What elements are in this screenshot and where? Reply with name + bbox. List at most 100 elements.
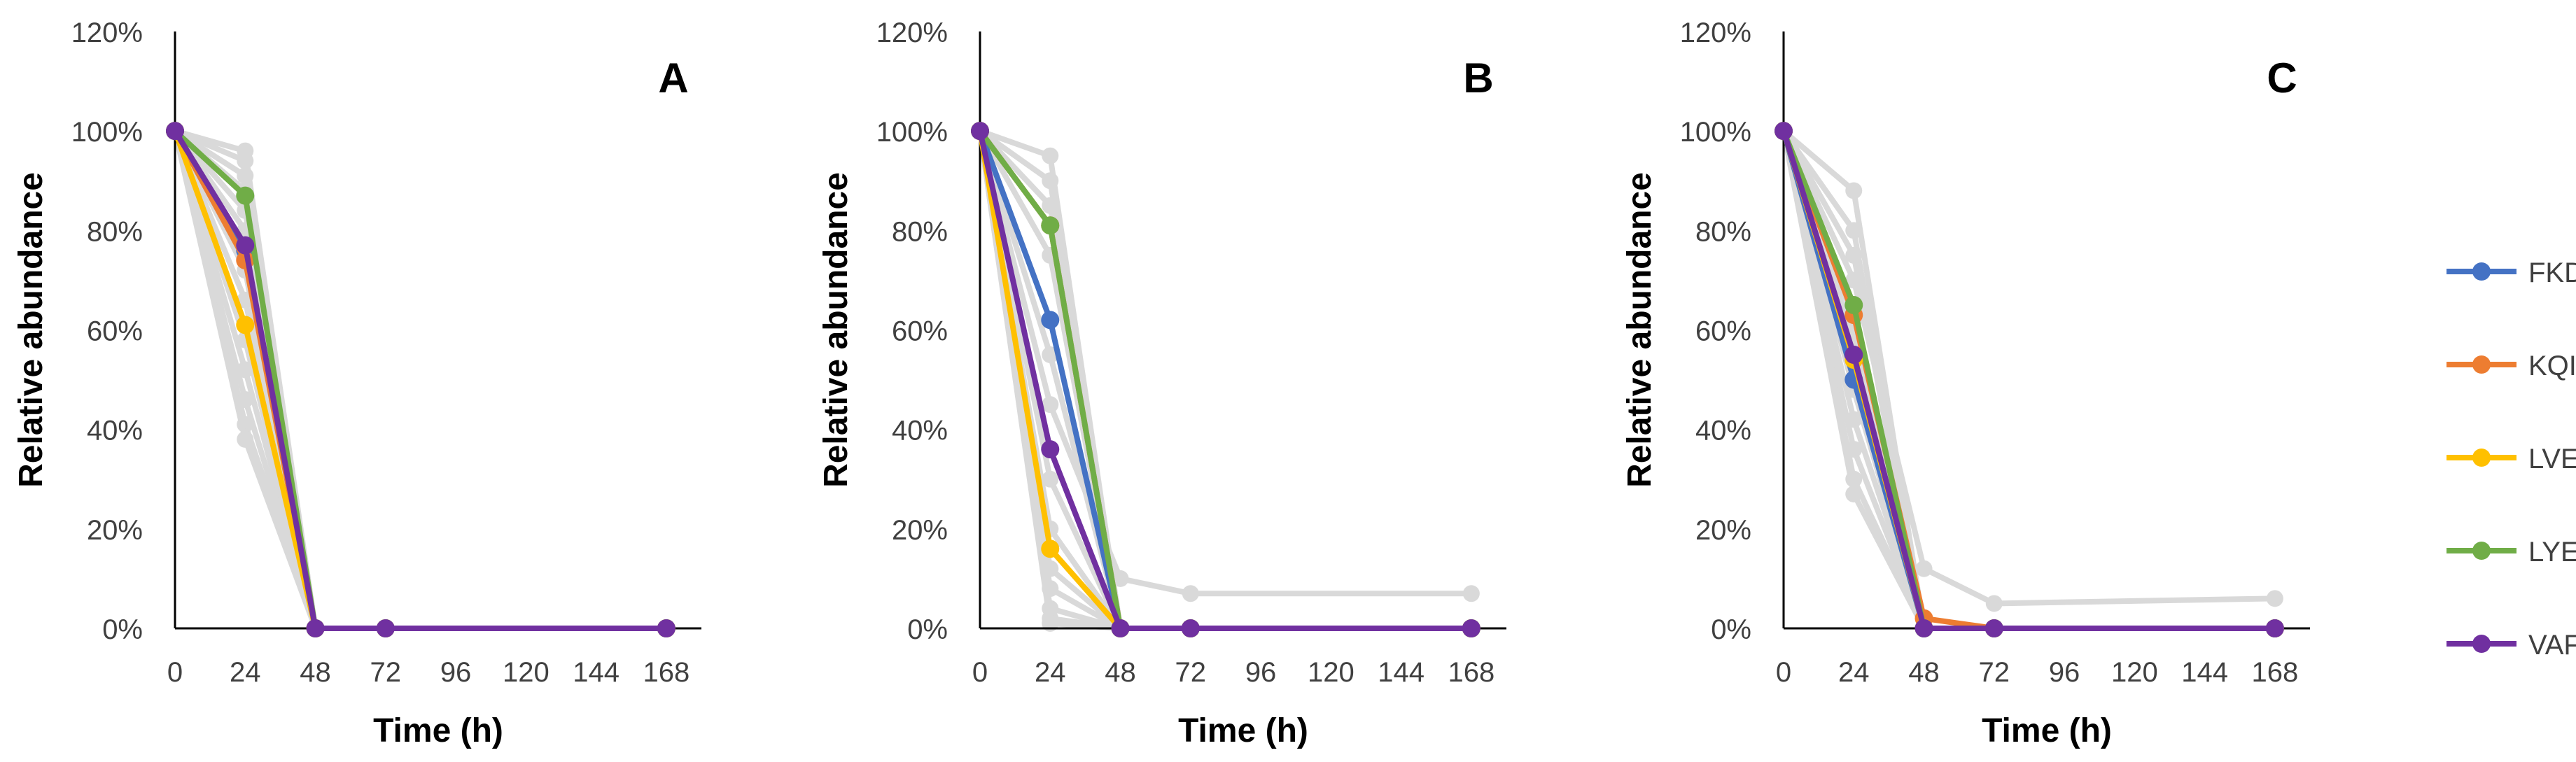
y-tick-label: 120% [876,17,948,48]
background-point [1042,396,1059,414]
series-point-vaf [971,122,989,141]
x-tick-label: 72 [1175,657,1207,688]
background-point [1915,560,1933,577]
y-tick-label: 60% [1695,316,1751,347]
x-tick-label: 0 [167,657,183,688]
background-point [1845,271,1863,289]
legend-label-kqi: KQI [2528,351,2576,381]
legend-marker-lye [2472,542,2491,560]
y-tick-label: 60% [892,316,948,347]
x-tick-label: 120 [2111,657,2158,688]
background-point [1845,222,1863,239]
x-tick-label: 168 [643,657,690,688]
y-tick-label: 40% [892,416,948,446]
background-point [1845,246,1863,264]
background-point [1462,585,1480,602]
x-tick-label: 72 [370,657,402,688]
x-tick-label: 168 [1448,657,1494,688]
background-point [1042,172,1059,190]
background-point [1112,570,1129,587]
background-point [1042,470,1059,488]
legend-label-lye: LYE [2528,537,2576,567]
background-point [1845,486,1863,503]
series-point-vaf [1462,619,1480,637]
y-tick-label: 80% [87,216,143,247]
series-point-vaf [236,236,255,255]
x-tick-label: 0 [1776,657,1791,688]
background-point [1182,585,1199,602]
background-point [1042,147,1059,164]
series-point-vaf [1984,619,2003,637]
y-axis-title: Relative abundance [13,172,50,488]
y-tick-label: 0% [102,614,143,645]
panel-label: A [658,55,688,101]
legend-marker-lve [2472,449,2491,467]
y-tick-label: 100% [876,117,948,148]
series-point-vaf [2265,619,2284,637]
x-tick-label: 96 [440,657,472,688]
x-tick-label: 144 [2181,657,2228,688]
x-tick-label: 168 [2251,657,2298,688]
background-point [237,152,254,169]
y-tick-label: 0% [1711,614,1751,645]
series-point-lve [1041,539,1060,558]
series-point-fkd [1041,311,1060,330]
y-axis-title: Relative abundance [818,172,855,488]
series-point-vaf [1111,619,1130,637]
y-tick-label: 120% [71,17,143,48]
x-tick-label: 48 [1105,657,1136,688]
legend-label-vaf: VAF [2528,630,2576,661]
y-tick-label: 120% [1680,17,1751,48]
y-tick-label: 20% [87,515,143,546]
series-point-vaf [657,619,676,637]
y-tick-label: 0% [907,614,948,645]
y-tick-label: 20% [892,515,948,546]
chart-panel-a: 0% 20% 40% 60% 80% 100% 120% 0 24 48 72 96 120 144 168… [13,17,701,749]
x-tick-label: 0 [972,657,988,688]
x-tick-label: 96 [1245,657,1277,688]
series-point-vaf [1181,619,1200,637]
x-axis-title: Time (h) [1178,712,1308,749]
legend-marker-fkd [2472,262,2491,281]
background-point [237,167,254,185]
series-point-vaf [166,122,184,141]
y-tick-label: 20% [1695,515,1751,546]
background-point [1985,595,2003,612]
y-tick-label: 80% [1695,216,1751,247]
x-tick-label: 120 [503,657,550,688]
y-tick-label: 100% [1680,117,1751,148]
y-axis-title: Relative abundance [1621,172,1658,488]
background-point [1042,197,1059,214]
x-axis-title: Time (h) [373,712,503,749]
legend-label-fkd: FKD [2528,257,2576,288]
x-tick-label: 72 [1979,657,2010,688]
x-tick-label: 24 [1035,657,1066,688]
chart-panel-b: 0% 20% 40% 60% 80% 100% 120% 0 24 48 72 96 120 144 168… [818,17,1506,749]
series-point-lye [1844,295,1863,314]
x-tick-label: 144 [573,657,620,688]
x-axis-title: Time (h) [1982,712,2112,749]
series-point-vaf [1774,122,1793,141]
series-point-lve [236,316,255,334]
x-tick-label: 24 [230,657,261,688]
series-point-vaf [1041,440,1060,459]
legend: FKD KQI LVE LYE VAF [2446,257,2576,661]
legend-marker-kqi [2472,355,2491,374]
series-point-vaf [376,619,395,637]
background-point [1845,182,1863,199]
x-tick-label: 48 [1908,657,1940,688]
background-point [2266,590,2283,607]
x-tick-label: 120 [1308,657,1354,688]
series-point-vaf [1914,619,1933,637]
y-tick-label: 100% [71,117,143,148]
y-tick-label: 40% [87,416,143,446]
panel-label: C [2267,55,2297,101]
series-point-lye [236,186,255,205]
legend-marker-vaf [2472,635,2491,653]
x-tick-label: 144 [1378,657,1424,688]
y-tick-label: 80% [892,216,948,247]
chart-panel-c: 0% 20% 40% 60% 80% 100% 120% 0 24 48 72 96 120 144 168… [1621,17,2310,749]
legend-label-lve: LVE [2528,444,2576,474]
